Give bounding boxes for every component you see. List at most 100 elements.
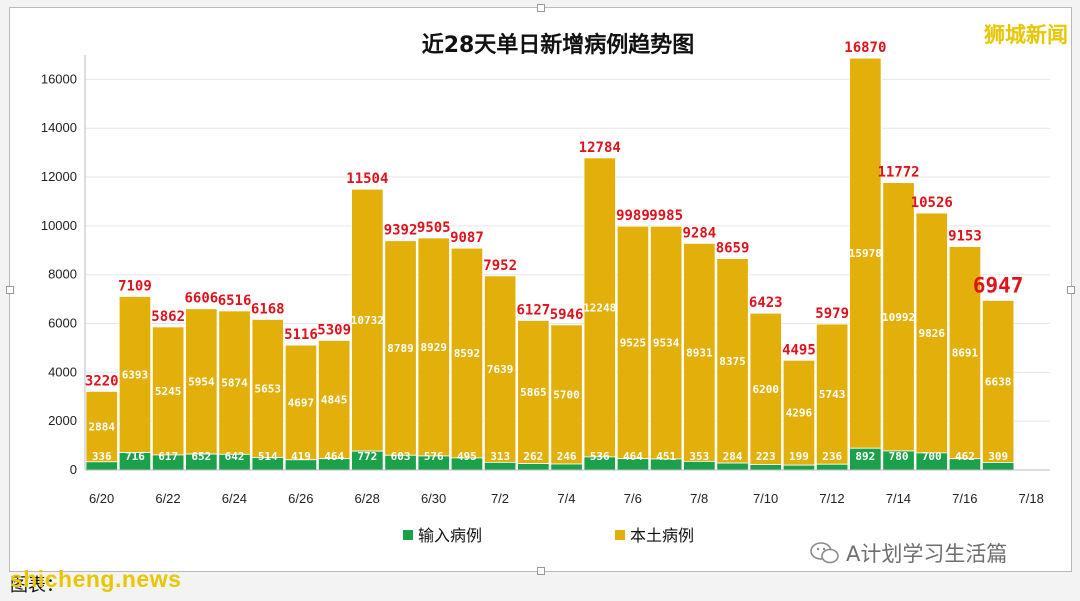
data-label-imported: 223 [756,450,776,463]
data-label-imported: 451 [656,450,676,463]
legend-swatch-imported [403,530,413,540]
data-label-total: 5309 [317,322,351,338]
data-label-local: 5653 [255,382,282,395]
bar-imported [716,462,749,471]
resize-handle-top[interactable] [537,4,545,12]
x-tick-label: 7/14 [886,491,911,506]
bar-local [583,157,616,458]
chart-title: 近28天单日新增病例趋势图 [422,32,695,58]
data-label-imported: 464 [623,450,643,463]
resize-handle-right[interactable] [1067,286,1075,294]
bar-local [384,240,417,456]
data-label-imported: 700 [922,450,942,463]
data-label-imported: 199 [789,450,809,463]
bar-local [616,225,650,460]
data-label-imported: 284 [723,450,743,463]
chart-svg: 近28天单日新增病例趋势图 0 2000 4000 6000 8000 10000 1200… [41,32,1050,545]
y-tick-label: 8000 [48,267,77,282]
data-label-local: 5245 [155,385,182,398]
wechat-account: A计划学习生活篇 [810,538,1007,568]
bar-local [85,390,118,463]
bar-imported [550,463,583,471]
y-tick-label: 6000 [48,316,77,331]
x-tick-label: 7/6 [624,491,642,506]
x-tick-label: 6/26 [288,491,313,506]
bar-imported [85,461,118,471]
data-label-local: 12248 [583,301,616,314]
data-label-imported: 246 [557,450,577,463]
data-label-local: 8929 [421,341,448,354]
data-label-imported: 419 [291,450,311,463]
data-label-imported: 576 [424,450,444,463]
x-axis: 6/20 6/22 6/24 6/26 6/28 6/30 7/2 7/4 7/6 7/8 7/10… [85,469,1050,506]
data-label-imported: 262 [523,450,543,463]
y-tick-label: 12000 [41,169,77,184]
bar-local [816,323,849,465]
data-label-total: 16870 [844,40,886,56]
y-tick-label: 2000 [48,413,77,428]
data-label-imported: 642 [225,450,245,463]
x-tick-label: 7/8 [690,491,708,506]
data-label-local: 8931 [686,346,713,359]
data-label-local: 5743 [819,388,846,401]
data-label-imported: 652 [191,450,211,463]
data-label-total: 11772 [877,165,919,181]
bar-local [550,324,583,465]
data-label-local: 5874 [221,377,248,390]
data-label-total: 6947 [973,273,1024,297]
x-tick-label: 7/16 [952,491,977,506]
data-label-imported: 617 [158,450,178,463]
data-label-local: 8592 [454,347,481,360]
x-tick-label: 6/22 [155,491,180,506]
bar-imported [483,461,517,471]
y-tick-label: 4000 [48,364,77,379]
data-label-local: 8789 [387,342,414,355]
x-tick-label: 6/24 [222,491,247,506]
bar-local [650,225,683,460]
legend-label-imported: 输入病例 [418,526,482,545]
data-label-total: 9153 [948,229,982,245]
data-label-total: 7952 [483,258,517,274]
bar-imported [782,464,816,471]
data-label-total: 9392 [384,223,418,239]
resize-handle-left[interactable] [6,286,14,294]
x-tick-label: 6/30 [421,491,446,506]
data-label-total: 9284 [682,225,716,241]
x-tick-label: 7/4 [557,491,575,506]
bar-local [351,188,384,452]
bar-local [517,320,550,465]
x-tick-label: 7/12 [819,491,844,506]
y-tick-label: 10000 [41,218,77,233]
data-label-total: 9505 [417,220,451,236]
x-tick-label: 6/28 [355,491,380,506]
data-label-local: 4845 [321,394,348,407]
data-label-total: 8659 [716,241,750,257]
wechat-account-name: A计划学习生活篇 [846,542,1008,566]
bar-local [450,247,484,459]
chart-frame: 近28天单日新增病例趋势图 0 2000 4000 6000 8000 10000 1200… [6,4,1075,575]
data-label-total: 11504 [346,171,388,187]
data-label-imported: 536 [590,450,610,463]
bar-imported [517,463,550,471]
resize-handle-bottom[interactable] [537,567,545,575]
data-label-imported: 464 [324,450,344,463]
footer-site-watermark: shicheng.news [10,566,182,592]
data-label-local: 9525 [620,336,647,349]
data-label-total: 5862 [151,309,185,325]
data-labels: 336 2884 3220 716 6393 7109 617 5245 5862 652 5954… [85,40,1024,463]
bar-local [782,359,816,466]
y-tick-label: 14000 [41,120,77,135]
data-label-total: 6516 [218,293,252,309]
data-label-local: 7639 [487,363,514,376]
bar-local [849,57,882,449]
data-label-imported: 780 [889,450,909,463]
watermark-logo: 狮城新闻 [984,22,1068,47]
data-label-local: 6638 [985,375,1012,388]
legend-label-local: 本土病例 [630,526,694,545]
data-label-local: 9534 [653,337,680,350]
bar-local [683,242,716,462]
data-label-total: 6606 [184,291,218,307]
data-label-local: 2884 [89,421,116,434]
bar-local [948,246,982,460]
y-tick-label: 0 [70,462,77,477]
